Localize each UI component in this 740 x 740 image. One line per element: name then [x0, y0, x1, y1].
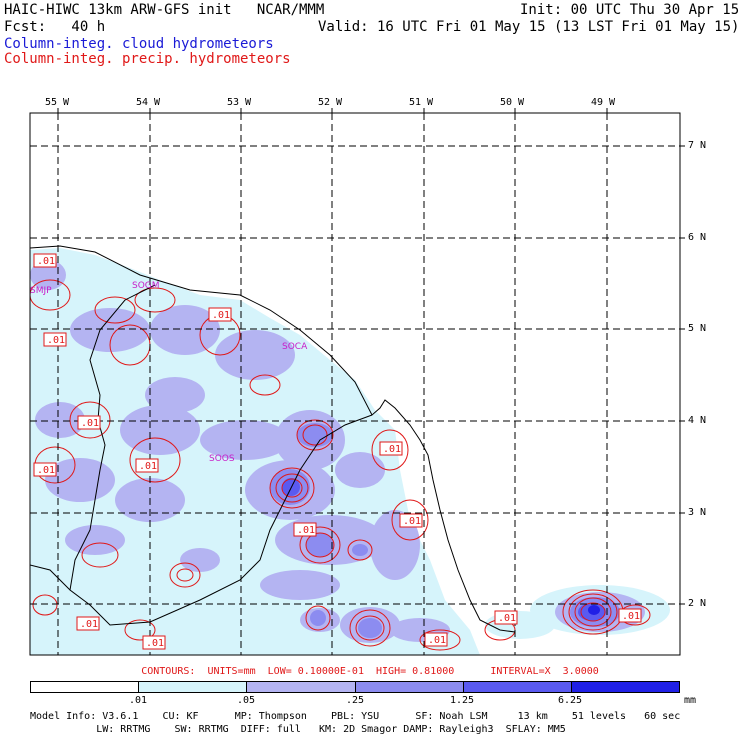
svg-text:.01: .01 — [37, 256, 55, 267]
contours-info: CONTOURS: UNITS=mm LOW= 0.10000E-01 HIGH… — [141, 666, 599, 677]
svg-text:.01: .01 — [297, 525, 315, 536]
valid-time: Valid: 16 UTC Fri 01 May 15 (13 LST Fri … — [318, 19, 740, 35]
contour-label: .01 — [76, 616, 100, 631]
svg-text:.01: .01 — [146, 638, 164, 649]
model-info-line-1: Model Info: V3.6.1 CU: KF MP: Thompson P… — [30, 711, 681, 722]
forecast-hour: Fcst: 40 h — [4, 19, 106, 35]
cloud-field-light — [30, 248, 670, 655]
lon-label-54w: 54 W — [136, 97, 161, 108]
legend-cloud: Column-integ. cloud hydrometeors — [4, 36, 274, 52]
lon-label-49w: 49 W — [591, 97, 616, 108]
colorbar-segment — [571, 682, 680, 692]
svg-text:.01: .01 — [622, 611, 640, 622]
colorbar-segment — [355, 682, 464, 692]
svg-text:.01: .01 — [139, 461, 157, 472]
contour-labels: .01 .01 .01 .01 .01 .01 .01 .01 .01 .01 … — [33, 253, 642, 650]
svg-text:.01: .01 — [47, 335, 65, 346]
contour-label: .01 — [135, 458, 159, 473]
model-info-line-2: LW: RRTMG SW: RRTMG DIFF: full KM: 2D Sm… — [30, 724, 566, 735]
contour-label: .01 — [33, 253, 57, 268]
lat-lon-grid — [30, 113, 680, 655]
station-soca: SOCA — [282, 342, 308, 352]
svg-text:.01: .01 — [403, 516, 421, 527]
contour-label: .01 — [142, 635, 166, 650]
colorbar-label: 6.25 — [558, 695, 583, 706]
svg-text:.01: .01 — [212, 310, 230, 321]
colorbar-segment — [463, 682, 572, 692]
colorbar-segment — [31, 682, 140, 692]
contour-label: .01 — [618, 608, 642, 623]
colorbar-label: .01 — [129, 695, 148, 706]
contour-label: .01 — [208, 307, 232, 322]
lat-label-7n: 7 N — [688, 140, 707, 151]
svg-text:.01: .01 — [383, 444, 401, 455]
lon-label-51w: 51 W — [409, 97, 434, 108]
map-frame — [29, 112, 681, 656]
contour-label: .01 — [494, 610, 518, 625]
coastline — [30, 245, 516, 633]
colorbar-segment — [247, 682, 356, 692]
colorbar-label: 1.25 — [450, 695, 475, 706]
legend-precip: Column-integ. precip. hydrometeors — [4, 51, 291, 67]
station-smjp: SMJP — [30, 286, 52, 296]
lon-label-50w: 50 W — [500, 97, 525, 108]
contour-label: .01 — [399, 513, 423, 528]
lon-label-55w: 55 W — [45, 97, 70, 108]
contour-label: .01 — [33, 462, 57, 477]
lon-label-53w: 53 W — [227, 97, 252, 108]
svg-text:.01: .01 — [37, 465, 55, 476]
station-sogm: SOGM — [132, 281, 160, 291]
lat-label-3n: 3 N — [688, 507, 707, 518]
contour-label: .01 — [77, 415, 101, 430]
station-soos: SOOS — [209, 454, 235, 464]
colorbar-label: .25 — [346, 695, 365, 706]
lon-label-52w: 52 W — [318, 97, 343, 108]
colorbar — [30, 681, 680, 693]
contour-label: .01 — [293, 522, 317, 537]
lat-label-6n: 6 N — [688, 232, 707, 243]
lat-label-4n: 4 N — [688, 415, 707, 426]
colorbar-label: .05 — [237, 695, 256, 706]
lat-label-5n: 5 N — [688, 323, 707, 334]
svg-text:.01: .01 — [80, 619, 98, 630]
svg-text:.01: .01 — [498, 613, 516, 624]
contour-label: .01 — [379, 441, 403, 456]
plot-title: HAIC-HIWC 13km ARW-GFS init NCAR/MMM — [4, 2, 325, 18]
contour-label: .01 — [43, 332, 67, 347]
axis-ticks — [57, 108, 685, 605]
cloud-field-625 — [588, 605, 600, 615]
colorbar-units: mm — [684, 695, 697, 706]
colorbar-segment — [139, 682, 248, 692]
svg-text:.01: .01 — [428, 635, 446, 646]
station-labels: SMJP SOGM SOCA SOOS — [30, 281, 308, 464]
init-time: Init: 00 UTC Thu 30 Apr 15 — [520, 2, 740, 18]
contour-label: .01 — [424, 632, 448, 647]
svg-text:.01: .01 — [81, 418, 99, 429]
lat-label-2n: 2 N — [688, 598, 707, 609]
